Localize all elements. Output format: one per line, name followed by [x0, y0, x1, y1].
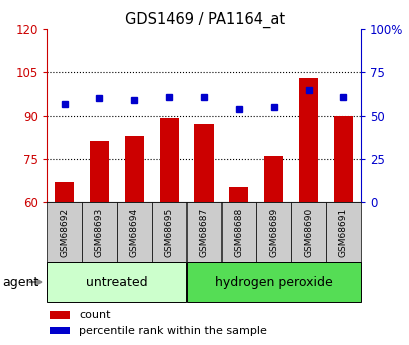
Bar — [151, 202, 186, 262]
Text: agent: agent — [2, 276, 38, 288]
Bar — [194, 124, 213, 202]
Bar — [50, 327, 70, 334]
Bar — [256, 202, 290, 262]
Text: GSM68688: GSM68688 — [234, 207, 243, 257]
Text: GSM68691: GSM68691 — [338, 207, 347, 257]
Text: GSM68687: GSM68687 — [199, 207, 208, 257]
Bar — [221, 202, 256, 262]
Bar — [47, 262, 186, 302]
Text: GSM68693: GSM68693 — [95, 207, 103, 257]
Text: GSM68692: GSM68692 — [60, 207, 69, 257]
Bar — [229, 187, 248, 202]
Text: GSM68689: GSM68689 — [269, 207, 277, 257]
Bar — [298, 78, 317, 202]
Bar — [117, 202, 151, 262]
Text: percentile rank within the sample: percentile rank within the sample — [79, 326, 267, 336]
Text: hydrogen peroxide: hydrogen peroxide — [214, 276, 332, 288]
Bar — [124, 136, 144, 202]
Text: untreated: untreated — [86, 276, 147, 288]
Text: count: count — [79, 310, 111, 320]
Bar — [290, 202, 325, 262]
Text: GDS1469 / PA1164_at: GDS1469 / PA1164_at — [125, 12, 284, 28]
Text: GSM68690: GSM68690 — [303, 207, 312, 257]
Bar — [82, 202, 117, 262]
Bar — [47, 202, 82, 262]
Text: GSM68694: GSM68694 — [130, 207, 138, 257]
Bar — [50, 312, 70, 318]
Text: GSM68695: GSM68695 — [164, 207, 173, 257]
Bar — [55, 182, 74, 202]
Bar — [186, 202, 221, 262]
Bar — [186, 262, 360, 302]
Bar — [333, 116, 352, 202]
Bar — [90, 141, 109, 202]
Bar — [325, 202, 360, 262]
Bar — [263, 156, 283, 202]
Bar — [159, 118, 178, 202]
